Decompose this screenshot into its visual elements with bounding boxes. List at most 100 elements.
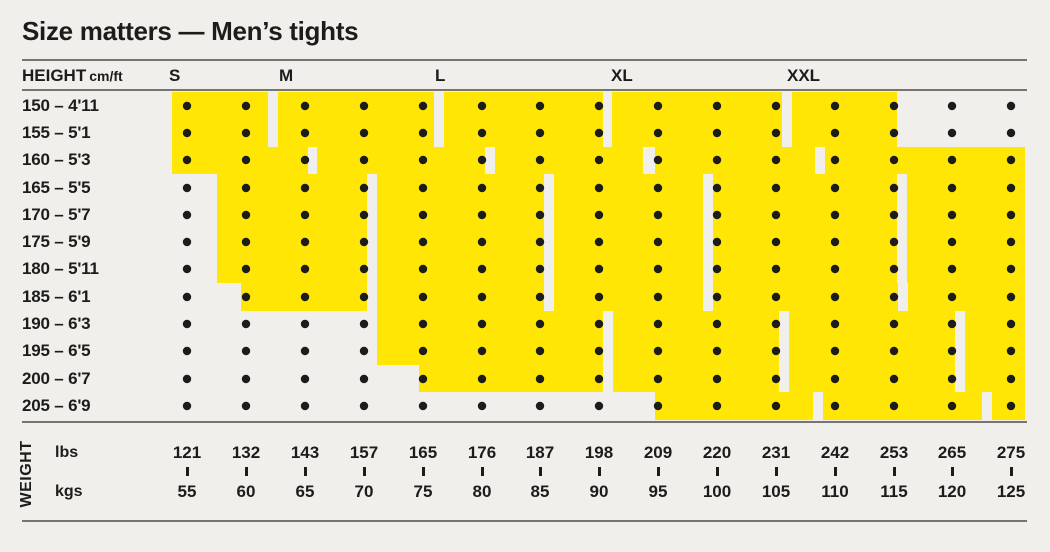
- size-region-XL: [612, 92, 982, 420]
- grid-dot: [359, 101, 369, 111]
- grid-dot: [241, 292, 251, 302]
- grid-dot: [712, 101, 722, 111]
- grid-dot: [535, 101, 545, 111]
- grid-dot: [653, 101, 663, 111]
- grid-dot: [477, 155, 487, 165]
- height-row-label: 185 – 6'1: [22, 287, 91, 306]
- grid-dot: [653, 264, 663, 274]
- grid-dot: [594, 210, 604, 220]
- size-region-band: [217, 201, 367, 229]
- grid-dot: [418, 155, 428, 165]
- grid-dot: [594, 183, 604, 193]
- grid-dot: [947, 319, 957, 329]
- grid-dot: [653, 237, 663, 247]
- grid-dot: [477, 128, 487, 138]
- weight-kgs-value: 75: [413, 482, 433, 501]
- size-region-band: [907, 201, 1025, 229]
- grid-dot: [771, 292, 781, 302]
- grid-dot: [712, 264, 722, 274]
- grid-dot: [182, 319, 192, 329]
- grid-dot: [594, 319, 604, 329]
- size-region-band: [792, 120, 897, 147]
- size-region-band: [554, 174, 703, 201]
- grid-dot: [477, 237, 487, 247]
- size-region-band: [825, 147, 1025, 174]
- size-region-band: [655, 392, 813, 420]
- lbs-row-label: lbs: [55, 444, 79, 461]
- grid-dot: [300, 101, 310, 111]
- height-row-label: 205 – 6'9: [22, 396, 91, 415]
- grid-dot: [771, 264, 781, 274]
- grid-dot: [300, 155, 310, 165]
- weight-tick-mark: [834, 467, 837, 476]
- grid-dot: [1006, 128, 1016, 138]
- size-column-label-L: L: [435, 66, 446, 85]
- grid-dot: [771, 374, 781, 384]
- grid-dot: [830, 237, 840, 247]
- grid-dot: [535, 237, 545, 247]
- grid-dot: [712, 155, 722, 165]
- height-row-label: 200 – 6'7: [22, 369, 91, 388]
- height-row-label: 190 – 6'3: [22, 314, 91, 333]
- size-region-band: [965, 338, 1025, 365]
- weight-kgs-value: 55: [177, 482, 197, 501]
- grid-dot: [418, 237, 428, 247]
- grid-dot: [535, 292, 545, 302]
- grid-dot: [182, 292, 192, 302]
- grid-dot: [535, 210, 545, 220]
- grid-dot: [535, 264, 545, 274]
- height-row-label: 180 – 5'11: [22, 259, 99, 278]
- weight-lbs-value: 265: [937, 443, 967, 462]
- grid-dot: [182, 183, 192, 193]
- grid-dot: [771, 183, 781, 193]
- grid-dot: [477, 346, 487, 356]
- weight-lbs-value: 132: [231, 443, 261, 462]
- grid-dot: [418, 374, 428, 384]
- weight-tick-mark: [539, 467, 542, 476]
- divider-top: [22, 59, 1027, 61]
- grid-dot: [359, 264, 369, 274]
- grid-dot: [947, 237, 957, 247]
- grid-dot: [712, 346, 722, 356]
- size-region-L: [444, 92, 813, 420]
- grid-dot: [241, 128, 251, 138]
- grid-dot: [653, 374, 663, 384]
- weight-lbs-value: 157: [349, 443, 379, 462]
- grid-dot: [830, 155, 840, 165]
- size-column-label-S: S: [169, 66, 181, 85]
- grid-dot: [300, 401, 310, 411]
- grid-dot: [241, 401, 251, 411]
- size-region-band: [713, 283, 898, 311]
- weight-lbs-value: 187: [525, 443, 555, 462]
- weight-tick-mark: [716, 467, 719, 476]
- size-region-band: [377, 311, 603, 338]
- grid-dot: [947, 128, 957, 138]
- weight-kgs-value: 70: [354, 482, 374, 501]
- grid-dot: [241, 155, 251, 165]
- size-region-band: [554, 283, 703, 311]
- grid-dot: [947, 155, 957, 165]
- size-region-band: [713, 174, 897, 201]
- size-region-band: [713, 201, 897, 229]
- weight-tick-mark: [422, 467, 425, 476]
- size-region-band: [377, 174, 544, 201]
- grid-dot: [241, 346, 251, 356]
- grid-dot: [359, 128, 369, 138]
- grid-dot: [594, 374, 604, 384]
- grid-dot: [1006, 183, 1016, 193]
- grid-dot: [1006, 237, 1016, 247]
- size-region-band: [377, 256, 544, 283]
- grid-dot: [535, 346, 545, 356]
- divider-header: [22, 89, 1027, 91]
- grid-dots: [182, 101, 1016, 411]
- grid-dot: [359, 374, 369, 384]
- weight-tick-mark: [363, 467, 366, 476]
- grid-dot: [594, 237, 604, 247]
- grid-dot: [830, 319, 840, 329]
- grid-dot: [241, 210, 251, 220]
- grid-dot: [182, 101, 192, 111]
- height-row-label: 165 – 5'5: [22, 178, 91, 197]
- grid-dot: [653, 155, 663, 165]
